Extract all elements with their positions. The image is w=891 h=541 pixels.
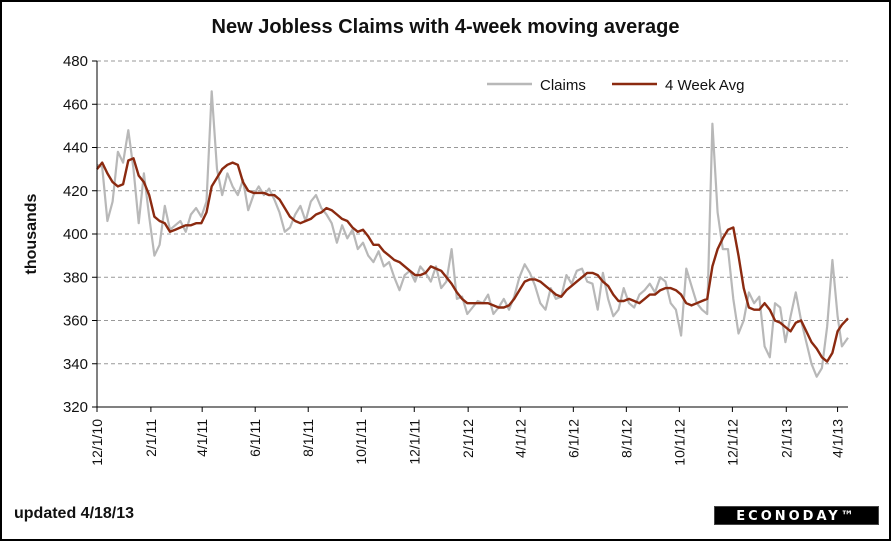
series-line-4-week-avg <box>96 157 849 363</box>
x-tick-label-11: 10/1/12 <box>671 419 687 466</box>
x-tick-label-0: 12/1/10 <box>89 419 105 466</box>
x-axis-ticks: 12/1/10 2/1/11 4/1/11 6/1/11 8/1/11 10/1/11 12… <box>89 407 846 466</box>
y-tick-label-460: 460 <box>63 96 88 113</box>
legend-label-4-week-avg: 4 Week Avg <box>665 77 745 94</box>
updated-note: updated 4/18/13 <box>14 505 135 522</box>
x-tick-label-10: 8/1/12 <box>618 419 634 458</box>
x-tick-label-9: 6/1/12 <box>565 419 581 458</box>
legend-label-claims: Claims <box>540 77 586 94</box>
gridlines <box>97 60 848 365</box>
y-tick-label-400: 400 <box>63 226 88 243</box>
y-tick-label-480: 480 <box>63 53 88 70</box>
legend: Claims 4 Week Avg <box>487 77 745 94</box>
y-tick-label-360: 360 <box>63 313 88 330</box>
x-tick-label-14: 4/1/13 <box>830 419 846 458</box>
y-axis-label: thousands <box>23 193 40 274</box>
y-tick-label-440: 440 <box>63 140 88 157</box>
x-tick-label-3: 6/1/11 <box>247 419 263 457</box>
y-tick-label-320: 320 <box>63 399 88 416</box>
y-tick-label-380: 380 <box>63 269 88 286</box>
chart-title: New Jobless Claims with 4-week moving av… <box>211 16 680 38</box>
econoday-logo: ECONODAY™ <box>714 506 879 525</box>
y-tick-label-340: 340 <box>63 356 88 373</box>
x-tick-label-8: 4/1/12 <box>512 419 528 458</box>
y-axis-ticks: 320 340 360 380 400 420 440 460 480 <box>63 53 97 416</box>
x-tick-label-6: 12/1/11 <box>406 419 422 465</box>
x-tick-label-12: 12/1/12 <box>724 419 740 466</box>
series-line-claims <box>96 90 849 378</box>
x-tick-label-4: 8/1/11 <box>300 419 316 457</box>
series-lines <box>96 90 849 378</box>
axes <box>96 61 848 408</box>
x-tick-label-13: 2/1/13 <box>778 419 794 458</box>
x-tick-label-1: 2/1/11 <box>143 419 159 457</box>
x-tick-label-7: 2/1/12 <box>460 419 476 458</box>
x-tick-label-2: 4/1/11 <box>194 419 210 457</box>
y-tick-label-420: 420 <box>63 183 88 200</box>
x-tick-label-5: 10/1/11 <box>353 419 369 465</box>
